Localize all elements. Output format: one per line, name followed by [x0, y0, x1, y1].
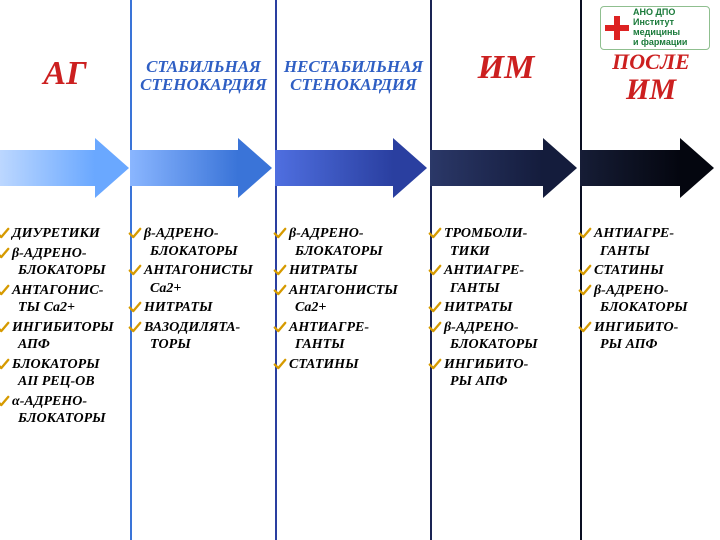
drug-item: ИНГИБИТО-РЫ АПФ	[432, 356, 578, 391]
check-icon	[273, 357, 287, 371]
check-icon	[128, 320, 142, 334]
check-icon	[428, 357, 442, 371]
check-icon	[128, 226, 142, 240]
drug-item: ДИУРЕТИКИ	[0, 225, 128, 243]
drug-item: β-АДРЕНО-БЛОКАТОРЫ	[277, 225, 428, 260]
check-icon	[578, 226, 592, 240]
drug-item: β-АДРЕНО-БЛОКАТОРЫ	[132, 225, 273, 260]
arrow-shaft	[580, 150, 680, 186]
arrow-stable	[130, 138, 275, 198]
drug-item: β-АДРЕНО-БЛОКАТОРЫ	[582, 282, 718, 317]
arrow-ag	[0, 138, 130, 198]
drug-item: НИТРАТЫ	[132, 299, 273, 317]
heading-unstable: НЕСТАБИЛЬНАЯСТЕНОКАРДИЯ	[277, 58, 430, 94]
drug-list-post-im: АНТИАГРЕ-ГАНТЫ СТАТИНЫ β-АДРЕНО-БЛОКАТОРЫИ…	[582, 225, 720, 356]
column-post-im: ПОСЛЕИМ АНТИАГРЕ-ГАНТЫ СТАТИНЫ β-АДРЕНО-БЛО…	[580, 0, 720, 540]
drug-item: БЛОКАТОРЫАII РЕЦ-ОВ	[0, 356, 128, 391]
arrow-head-icon	[543, 138, 577, 198]
arrow-row	[0, 138, 720, 198]
columns-container: АГДИУРЕТИКИβ-АДРЕНО-БЛОКАТОРЫАНТАГОНИС-Т…	[0, 0, 720, 540]
check-icon	[428, 300, 442, 314]
drug-item: АНТИАГРЕ-ГАНТЫ	[432, 262, 578, 297]
drug-item: ТРОМБОЛИ-ТИКИ	[432, 225, 578, 260]
check-icon	[0, 283, 10, 297]
check-icon	[128, 300, 142, 314]
arrow-im	[430, 138, 580, 198]
check-icon	[273, 226, 287, 240]
arrow-unstable	[275, 138, 430, 198]
drug-list-stable: β-АДРЕНО-БЛОКАТОРЫАНТАГОНИСТЫCa2+ НИТРАТЫ…	[132, 225, 275, 356]
column-ag: АГ ДИУРЕТИКИ β-АДРЕНО-БЛОКАТОРЫАНТАГОНИС-Т…	[0, 0, 130, 540]
check-icon	[578, 320, 592, 334]
heading-im: ИМ	[432, 50, 580, 86]
column-im: ИМ ТРОМБОЛИ-ТИКИАНТИАГРЕ-ГАНТЫ НИТРАТЫ β-АД…	[430, 0, 580, 540]
check-icon	[128, 263, 142, 277]
drug-item: ИНГИБИТО-РЫ АПФ	[582, 319, 718, 354]
drug-item: АНТАГОНИС-ТЫ Ca2+	[0, 282, 128, 317]
drug-item: ИНГИБИТОРЫАПФ	[0, 319, 128, 354]
drug-item: НИТРАТЫ	[432, 299, 578, 317]
check-icon	[578, 283, 592, 297]
check-icon	[578, 263, 592, 277]
arrow-shaft	[430, 150, 543, 186]
heading-stable: СТАБИЛЬНАЯСТЕНОКАРДИЯ	[132, 58, 275, 94]
arrow-head-icon	[680, 138, 714, 198]
check-icon	[273, 263, 287, 277]
arrow-shaft	[130, 150, 238, 186]
heading-ag: АГ	[0, 56, 130, 92]
arrow-head-icon	[393, 138, 427, 198]
check-icon	[428, 263, 442, 277]
drug-list-ag: ДИУРЕТИКИ β-АДРЕНО-БЛОКАТОРЫАНТАГОНИС-ТЫ …	[0, 225, 130, 430]
drug-item: АНТИАГРЕ-ГАНТЫ	[582, 225, 718, 260]
drug-item: β-АДРЕНО-БЛОКАТОРЫ	[0, 245, 128, 280]
drug-list-im: ТРОМБОЛИ-ТИКИАНТИАГРЕ-ГАНТЫ НИТРАТЫ β-АДРЕ…	[432, 225, 580, 393]
drug-item: СТАТИНЫ	[277, 356, 428, 374]
drug-item: НИТРАТЫ	[277, 262, 428, 280]
drug-item: СТАТИНЫ	[582, 262, 718, 280]
arrow-head-icon	[95, 138, 129, 198]
drug-item: АНТИАГРЕ-ГАНТЫ	[277, 319, 428, 354]
heading-post-im: ПОСЛЕИМ	[582, 50, 720, 105]
check-icon	[0, 357, 10, 371]
check-icon	[0, 394, 10, 408]
arrow-post-im	[580, 138, 720, 198]
arrow-shaft	[275, 150, 393, 186]
column-unstable: НЕСТАБИЛЬНАЯСТЕНОКАРДИЯ β-АДРЕНО-БЛОКАТОР…	[275, 0, 430, 540]
check-icon	[0, 320, 10, 334]
check-icon	[428, 320, 442, 334]
drug-item: АНТАГОНИСТЫCa2+	[277, 282, 428, 317]
arrow-head-icon	[238, 138, 272, 198]
check-icon	[428, 226, 442, 240]
check-icon	[273, 320, 287, 334]
drug-item: АНТАГОНИСТЫCa2+	[132, 262, 273, 297]
drug-item: α-АДРЕНО-БЛОКАТОРЫ	[0, 393, 128, 428]
arrow-shaft	[0, 150, 95, 186]
check-icon	[0, 246, 10, 260]
drug-list-unstable: β-АДРЕНО-БЛОКАТОРЫ НИТРАТЫ АНТАГОНИСТЫCa2+…	[277, 225, 430, 375]
drug-item: ВАЗОДИЛЯТА-ТОРЫ	[132, 319, 273, 354]
drug-item: β-АДРЕНО-БЛОКАТОРЫ	[432, 319, 578, 354]
column-stable: СТАБИЛЬНАЯСТЕНОКАРДИЯ β-АДРЕНО-БЛОКАТОРЫА…	[130, 0, 275, 540]
check-icon	[273, 283, 287, 297]
check-icon	[0, 226, 10, 240]
